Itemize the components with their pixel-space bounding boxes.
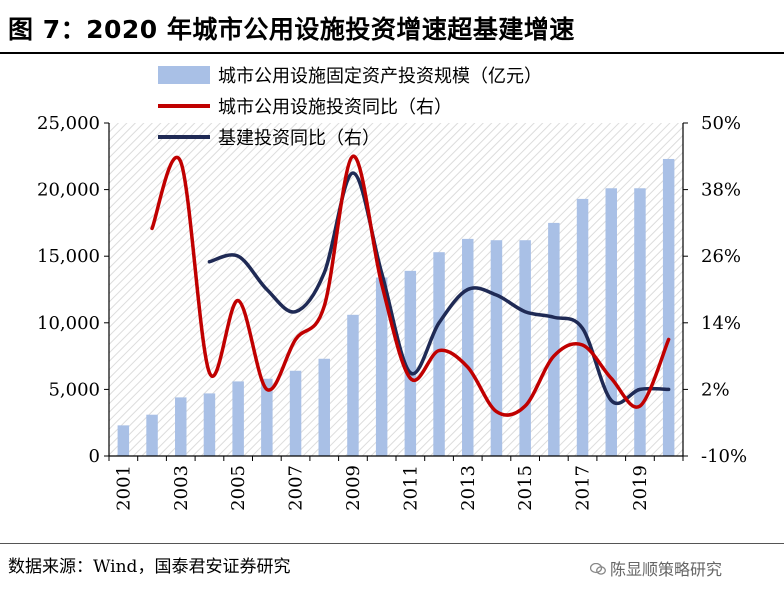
bar-2013 bbox=[462, 238, 474, 456]
x-tick-label: 2017 bbox=[573, 465, 594, 511]
plot-area bbox=[109, 123, 683, 456]
y-right-tick-label: 50% bbox=[701, 113, 741, 134]
bar-2008 bbox=[318, 358, 330, 456]
bar-2018 bbox=[605, 188, 617, 456]
bar-2005 bbox=[232, 381, 244, 456]
bar-2014 bbox=[490, 240, 503, 456]
bar-2006 bbox=[261, 378, 273, 456]
x-tick-label: 2013 bbox=[458, 465, 479, 511]
x-tick-label: 2019 bbox=[630, 465, 651, 511]
x-tick-label: 2003 bbox=[171, 465, 192, 511]
y-right-tick-label: 14% bbox=[701, 313, 741, 334]
x-tick-label: 2007 bbox=[286, 465, 307, 511]
x-tick-label: 2015 bbox=[515, 465, 536, 511]
legend-label: 城市公用设施投资同比（右） bbox=[218, 97, 452, 118]
watermark-text: 陈显顺策略研究 bbox=[610, 560, 723, 579]
source-divider bbox=[0, 543, 784, 544]
x-tick-label: 2005 bbox=[228, 465, 249, 511]
watermark: 陈显顺策略研究 bbox=[590, 556, 722, 580]
source-note: 数据来源：Wind，国泰君安证券研究 bbox=[8, 557, 291, 577]
y-left-tick-label: 25,000 bbox=[37, 113, 100, 134]
bar-2015 bbox=[519, 240, 531, 456]
title-divider bbox=[0, 52, 784, 54]
x-tick-label: 2001 bbox=[113, 465, 134, 511]
bar-2007 bbox=[289, 370, 302, 456]
bar-2002 bbox=[146, 414, 158, 456]
bar-2011 bbox=[404, 270, 417, 456]
y-left-tick-label: 5,000 bbox=[48, 379, 100, 400]
y-right-tick-label: -10% bbox=[701, 446, 747, 467]
y-right-tick-label: 38% bbox=[701, 180, 741, 201]
y-right-tick-label: 2% bbox=[701, 379, 730, 400]
y-left-tick-label: 0 bbox=[89, 446, 100, 467]
x-tick-label: 2009 bbox=[343, 465, 364, 511]
y-right-tick-label: 26% bbox=[701, 246, 741, 267]
y-left-tick-label: 10,000 bbox=[37, 313, 100, 334]
bar-2010 bbox=[375, 277, 388, 456]
y-left-tick-label: 20,000 bbox=[37, 180, 100, 201]
bar-2020 bbox=[662, 158, 675, 456]
wechat-icon bbox=[590, 563, 606, 575]
bar-2016 bbox=[548, 222, 560, 456]
bar-2012 bbox=[433, 252, 445, 456]
chart-title: 图 7：2020 年城市公用设施投资增速超基建增速 bbox=[8, 15, 575, 44]
bar-2009 bbox=[347, 314, 359, 456]
legend-label: 基建投资同比（右） bbox=[218, 128, 380, 149]
y-left-tick-label: 15,000 bbox=[37, 246, 100, 267]
x-tick-label: 2011 bbox=[400, 465, 421, 511]
legend-swatch-utility-scale bbox=[158, 66, 210, 84]
bar-2004 bbox=[203, 393, 216, 456]
bar-2003 bbox=[175, 397, 187, 456]
bar-2001 bbox=[117, 425, 130, 456]
series-line-utility-yoy bbox=[150, 154, 671, 417]
legend-label: 城市公用设施固定资产投资规模（亿元） bbox=[218, 66, 542, 87]
bar-2019 bbox=[634, 188, 646, 456]
chart: 0 5,000 10,000 15,000 20,000 25,000 -10% 2% 14% 2… bbox=[37, 66, 747, 511]
series-line-infrastructure-yoy bbox=[207, 171, 671, 406]
